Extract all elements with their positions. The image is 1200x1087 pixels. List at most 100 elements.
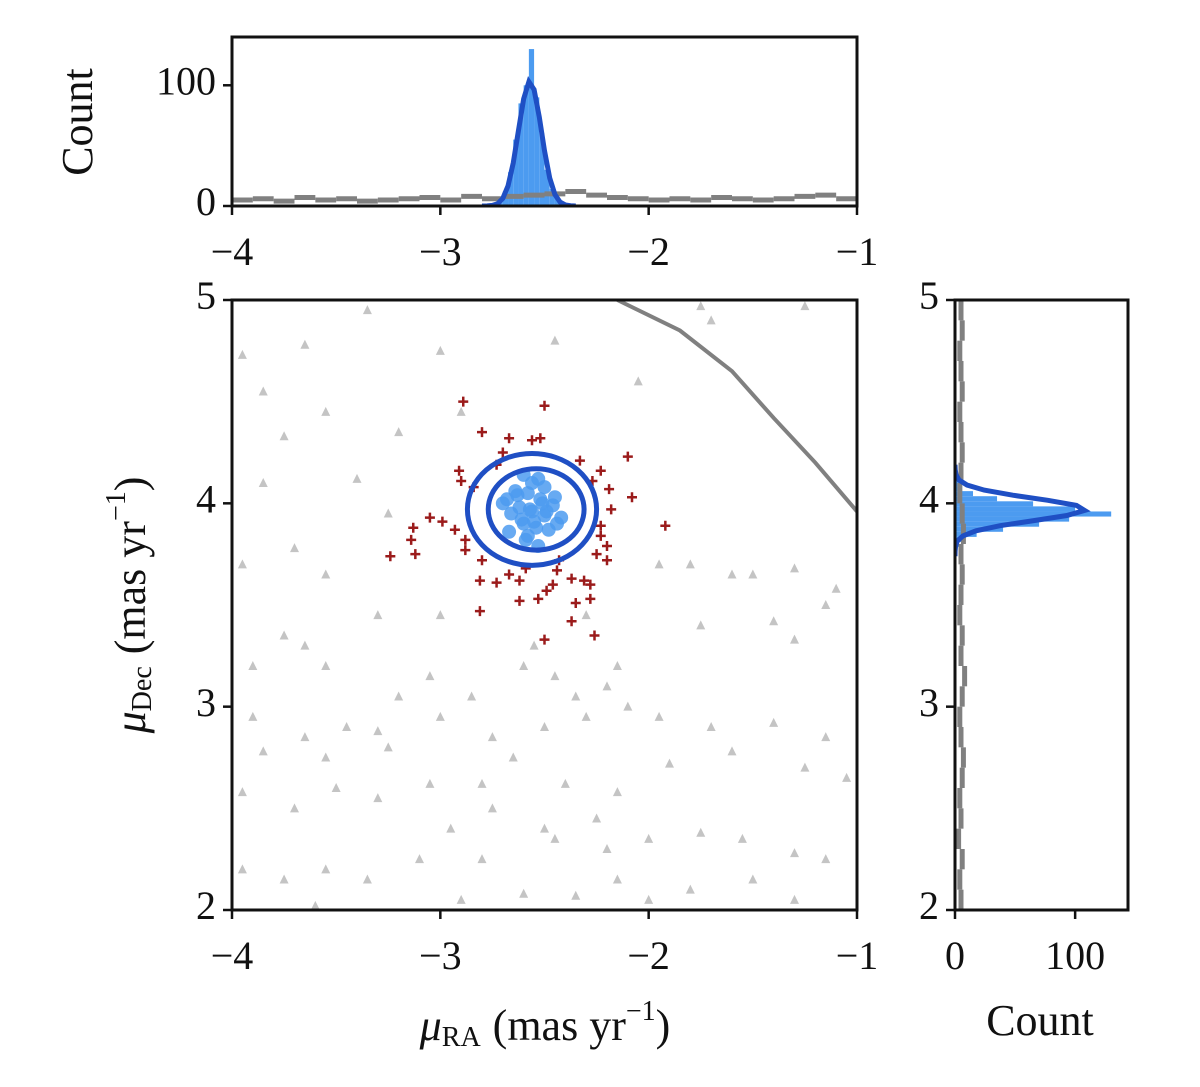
candidate-star (385, 551, 396, 562)
candidate-star (539, 400, 550, 411)
y-axis-label: Count (53, 68, 102, 176)
member-star (535, 496, 550, 511)
field-star (237, 787, 247, 797)
x-tick-label: −4 (211, 933, 254, 978)
candidate-star (547, 579, 558, 590)
field-star (258, 746, 268, 756)
y-tick-label: 3 (919, 680, 939, 725)
histogram-bar (539, 133, 545, 206)
candidate-star (606, 504, 617, 515)
field-star (685, 884, 695, 894)
field-star (821, 732, 831, 742)
field-star (237, 559, 247, 569)
boundary-curve (616, 300, 857, 513)
field-star (373, 726, 383, 736)
candidate-star (566, 616, 577, 627)
field-star (362, 305, 372, 315)
field-star (550, 833, 560, 843)
field-star (508, 752, 518, 762)
candidate-star (460, 534, 471, 545)
histogram-bar (549, 189, 555, 206)
histogram-bar (955, 496, 998, 502)
field-star (769, 616, 779, 626)
contour (485, 466, 587, 553)
member-star (550, 516, 564, 531)
contour (464, 451, 600, 568)
x-tick-label: −3 (419, 229, 462, 274)
candidate-star (595, 465, 606, 476)
field-star (248, 661, 258, 670)
field-star (456, 406, 466, 416)
y-axis-label: μDec (mas yr−1) (101, 477, 158, 735)
field-star (425, 778, 435, 788)
member-star (504, 506, 519, 521)
field-star (706, 722, 716, 731)
fit-curve (481, 75, 576, 206)
field-star (612, 661, 622, 670)
field-star (790, 894, 799, 904)
histogram-bar (955, 501, 1034, 507)
field-star (362, 874, 372, 884)
field-star (800, 301, 810, 311)
x-tick-label: 0 (945, 933, 965, 978)
field-star (737, 833, 747, 843)
field-star (394, 691, 404, 701)
field-star (415, 854, 424, 864)
x-tick-label: −2 (627, 229, 670, 274)
field-star (644, 894, 654, 904)
member-star (514, 512, 529, 527)
field-star (279, 630, 289, 640)
candidate-star (408, 522, 419, 533)
histogram-bar (955, 480, 959, 487)
candidate-star (504, 569, 515, 580)
candidate-star (602, 555, 612, 566)
candidate-star (622, 451, 633, 462)
y-tick-label: 5 (196, 273, 216, 318)
field-star (519, 661, 529, 670)
field-star (550, 335, 560, 345)
label-superscript: −1 (101, 491, 132, 521)
candidate-star (424, 512, 435, 523)
field-star (821, 854, 831, 864)
field-star (665, 758, 674, 768)
field-star (321, 569, 331, 579)
field-star (821, 600, 831, 609)
field-star (696, 827, 706, 837)
field-star (477, 854, 487, 864)
field-star (383, 508, 393, 518)
field-star (237, 864, 247, 874)
candidate-star (591, 549, 602, 560)
candidate-star (527, 435, 537, 446)
field-star (425, 671, 435, 681)
field-star (456, 894, 466, 904)
field-star (654, 711, 664, 721)
candidate-star (585, 593, 596, 604)
label-subscript: Dec (127, 666, 158, 711)
x-tick-label: −1 (836, 933, 879, 978)
field-star (571, 890, 581, 900)
field-star (540, 722, 549, 731)
candidate-star (497, 447, 508, 458)
candidate-star (660, 520, 671, 531)
field-star (331, 783, 341, 792)
fit-curve (955, 464, 1091, 557)
candidate-star (456, 475, 467, 486)
field-star (654, 559, 664, 569)
field-star (748, 874, 758, 884)
candidate-star (437, 516, 448, 527)
candidate-star (579, 575, 590, 586)
field-star (644, 833, 654, 843)
candidate-star (477, 427, 487, 438)
candidate-star (474, 575, 485, 586)
y-tick-label: 5 (919, 273, 939, 318)
field-star (237, 349, 247, 359)
field-star (279, 431, 289, 441)
field-star (696, 620, 706, 630)
field-star (321, 752, 331, 762)
candidate-star (585, 579, 596, 590)
label-superscript: −1 (626, 996, 656, 1027)
histogram-bar (955, 516, 1070, 522)
field-star (352, 473, 362, 483)
candidate-star (539, 634, 550, 645)
